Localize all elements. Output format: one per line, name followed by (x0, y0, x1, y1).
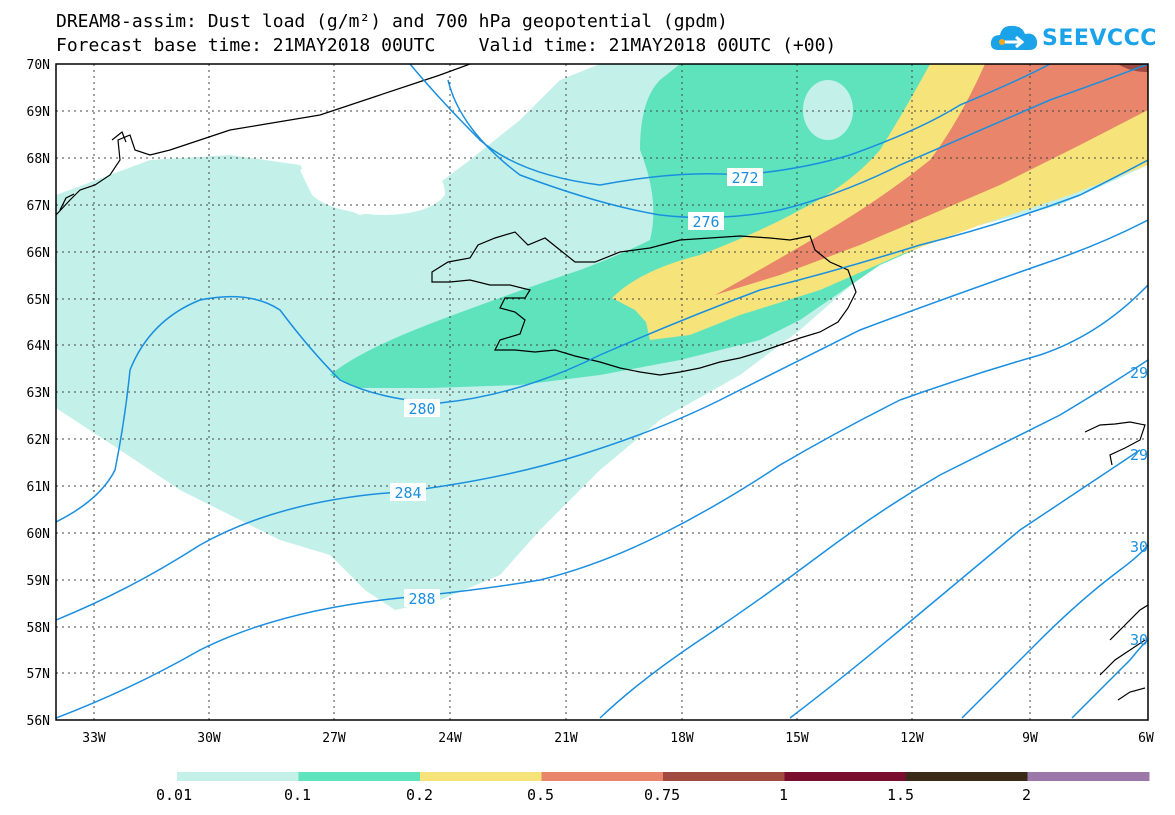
colorbar-swatch (784, 772, 907, 781)
lon-label: 18W (670, 731, 694, 746)
colorbar-label: 0.01 (156, 786, 193, 804)
colorbar-swatch (663, 772, 785, 781)
colorbar-swatch (541, 772, 664, 781)
graticule (56, 64, 1148, 720)
contour-label-edge-1: 29 (1130, 364, 1148, 382)
lon-label: 6W (1138, 731, 1154, 746)
lat-label: 70N (27, 58, 50, 73)
cloud-logo-icon (990, 25, 1038, 50)
lat-label: 65N (27, 293, 50, 308)
colorbar-label: 2 (1022, 786, 1032, 804)
lat-label: 60N (27, 527, 50, 542)
contour-label-edge-4: 30 (1130, 631, 1148, 649)
contour-labels: 272 276 280 284 288 29 29 30 30 (390, 168, 1148, 649)
contour-292 (599, 359, 1148, 719)
lat-label: 59N (27, 574, 50, 589)
lon-label: 21W (554, 731, 578, 746)
map-subtitle: Forecast base time: 21MAY2018 00UTC Vali… (56, 35, 837, 56)
longitude-labels: 33W 30W 27W 24W 21W 18W 15W 12W 9W 6W (82, 731, 1154, 746)
coastline (56, 64, 1148, 701)
lat-label: 57N (27, 667, 50, 682)
lon-label: 27W (322, 731, 346, 746)
colorbar-swatch (906, 772, 1028, 781)
colorbar-label: 1.5 (887, 786, 915, 804)
plot-frame (55, 63, 1149, 721)
colorbar-swatch (1027, 772, 1150, 781)
map-title: DREAM8-assim: Dust load (g/m²) and 700 h… (56, 11, 728, 32)
contour-276 (447, 64, 1148, 219)
lat-label: 61N (27, 480, 50, 495)
lat-label: 62N (27, 433, 50, 448)
colorbar-swatch (298, 772, 421, 781)
contour-label-edge-3: 30 (1130, 538, 1148, 556)
contour-296 (789, 449, 1141, 719)
contour-label-280: 280 (408, 400, 435, 418)
lat-label: 69N (27, 105, 50, 120)
logo-text: SEEVCCC (1042, 26, 1157, 51)
lat-label: 63N (27, 386, 50, 401)
lat-label: 66N (27, 246, 50, 261)
colorbar-label: 0.1 (284, 786, 312, 804)
lat-label: 67N (27, 199, 50, 214)
colorbar-label: 1 (779, 786, 789, 804)
contour-label-edge-2: 29 (1130, 446, 1148, 464)
contour-300 (961, 544, 1148, 719)
seevccc-logo: SEEVCCC (988, 20, 1158, 58)
lon-label: 30W (197, 731, 221, 746)
lon-label: 12W (900, 731, 924, 746)
lat-label: 64N (27, 339, 50, 354)
colorbar-label: 0.5 (527, 786, 555, 804)
lat-label: 68N (27, 152, 50, 167)
lon-label: 24W (438, 731, 462, 746)
latitude-labels: 70N 69N 68N 67N 66N 65N 64N 63N 62N 61N … (27, 58, 50, 729)
lon-label: 33W (82, 731, 106, 746)
contour-288 (56, 284, 1148, 719)
dust-band-0.75 (1118, 64, 1148, 72)
colorbar-swatch (177, 772, 299, 781)
lon-label: 9W (1022, 731, 1038, 746)
lon-label: 15W (785, 731, 809, 746)
contour-284 (56, 219, 1148, 621)
colorbar-label: 0.2 (406, 786, 434, 804)
contour-304 (1071, 639, 1148, 719)
contour-label-272: 272 (731, 169, 758, 187)
dust-band-0.5 (715, 64, 1148, 295)
lat-label: 58N (27, 621, 50, 636)
colorbar (177, 772, 1150, 781)
colorbar-label: 0.75 (644, 786, 681, 804)
contour-label-276: 276 (692, 213, 719, 231)
lat-label: 56N (27, 714, 50, 729)
contour-label-288: 288 (408, 590, 435, 608)
contour-label-284: 284 (394, 484, 421, 502)
colorbar-swatch (420, 772, 542, 781)
